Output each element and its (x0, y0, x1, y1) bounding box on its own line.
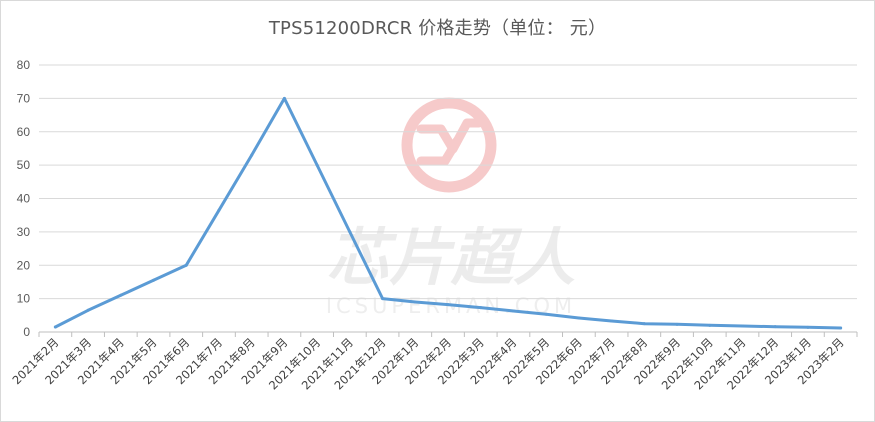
data-point (839, 326, 843, 330)
series (53, 96, 843, 330)
data-point (446, 303, 450, 307)
watermark-text: 芯片超人 (327, 221, 575, 294)
data-point (708, 323, 712, 327)
data-point (152, 278, 156, 282)
data-point (413, 300, 417, 304)
y-tick-label: 60 (17, 125, 31, 139)
watermark-logo-icon (401, 97, 497, 193)
data-point (53, 325, 57, 329)
data-point (348, 230, 352, 234)
grid (39, 64, 857, 300)
data-point (119, 293, 123, 297)
data-point (773, 325, 777, 329)
data-point (217, 208, 221, 212)
data-point (577, 316, 581, 320)
data-point (479, 306, 483, 310)
y-tick-label: 50 (17, 158, 31, 172)
y-tick-label: 80 (17, 58, 31, 72)
x-axis: 2021年2月2021年3月2021年4月2021年5月2021年6月2021年… (9, 331, 858, 392)
data-point (610, 319, 614, 323)
y-tick-label: 40 (17, 192, 31, 206)
y-tick-label: 30 (17, 225, 31, 239)
data-point (282, 96, 286, 100)
data-point (184, 263, 188, 267)
chart-title: TPS51200DRCR 价格走势（单位： 元） (268, 18, 607, 39)
data-point (381, 297, 385, 301)
y-tick-label: 10 (17, 292, 31, 306)
y-tick-label: 20 (17, 258, 31, 272)
data-point (86, 308, 90, 312)
data-point (806, 325, 810, 329)
data-point (511, 309, 515, 313)
data-point (250, 153, 254, 157)
watermark: 芯片超人 ICSUPERMAN.COM (326, 97, 575, 318)
data-point (675, 322, 679, 326)
data-point (315, 163, 319, 167)
y-tick-label: 70 (17, 91, 31, 105)
y-tick-label: 0 (23, 325, 30, 339)
data-point (544, 312, 548, 316)
data-point (740, 324, 744, 328)
y-axis-ticks: 0 10 20 30 40 50 60 70 80 (17, 58, 31, 339)
data-point (642, 322, 646, 326)
